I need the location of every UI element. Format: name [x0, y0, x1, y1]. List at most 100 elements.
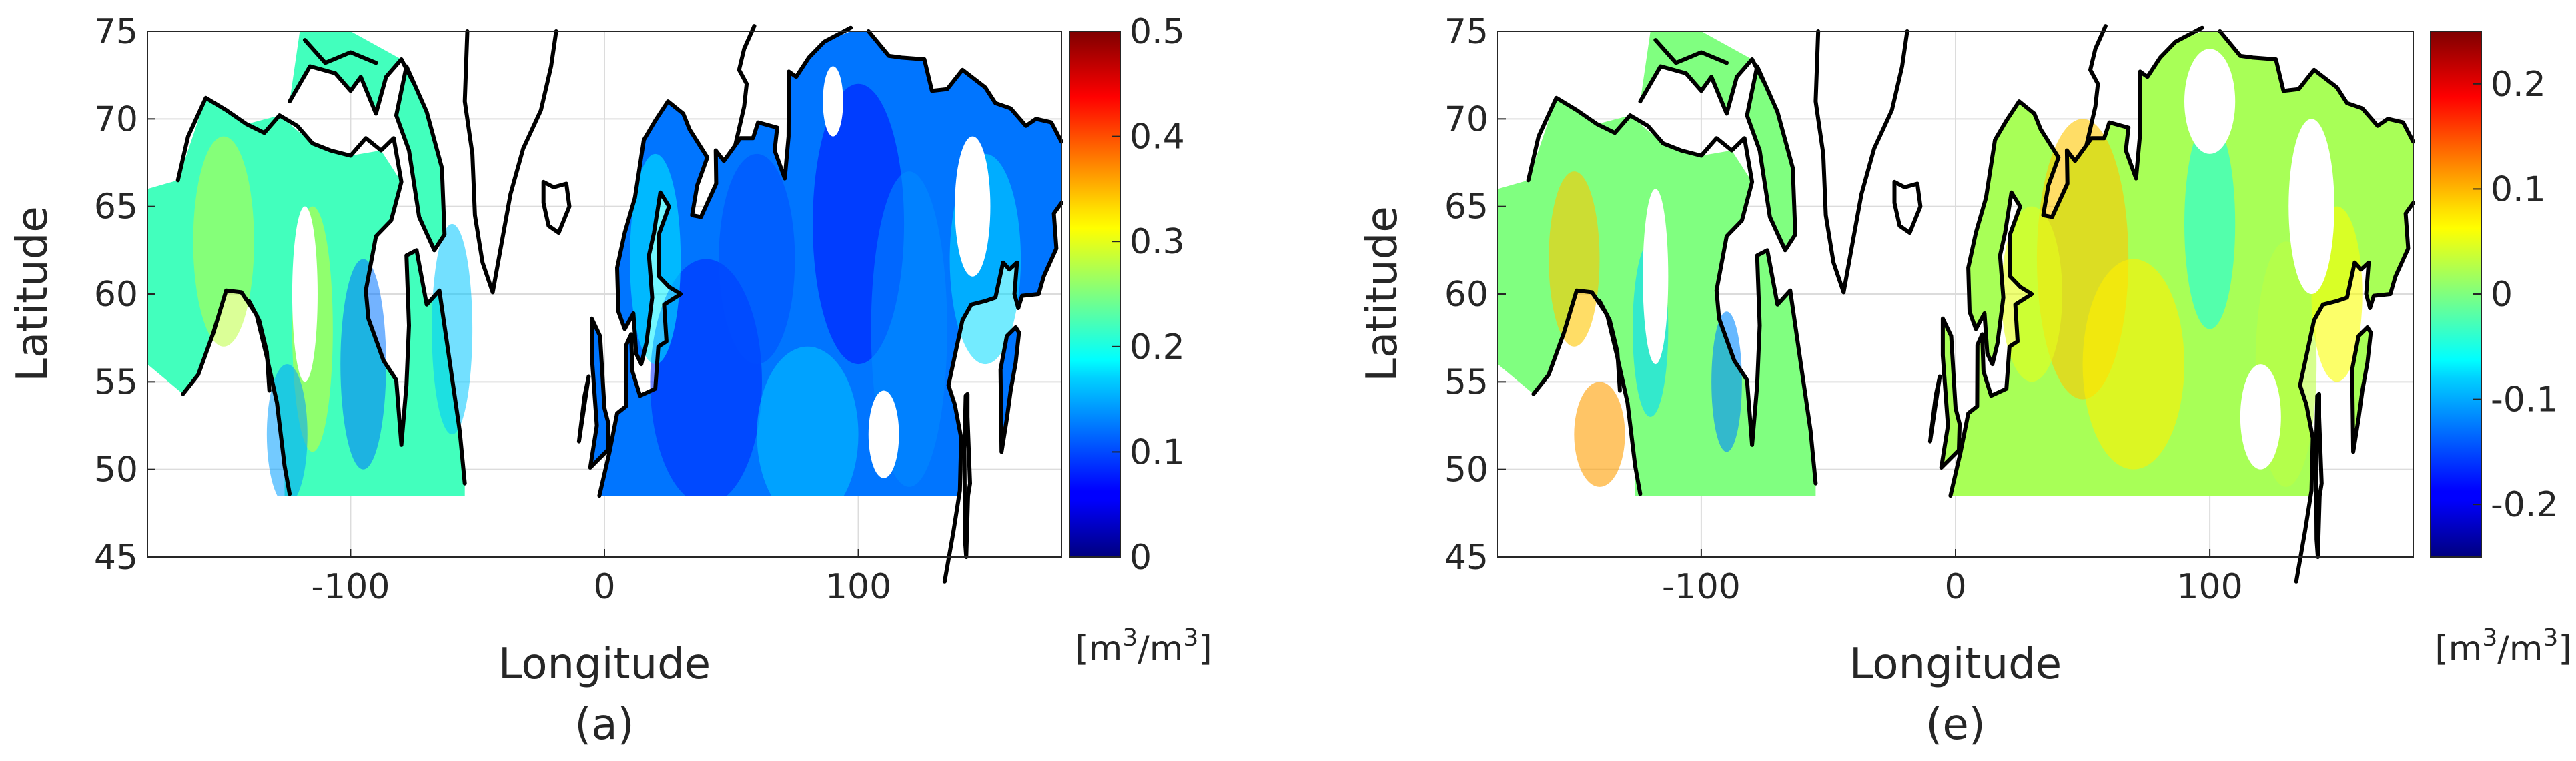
no-data-gap — [823, 66, 843, 137]
x-tick-label: 0 — [1944, 567, 1966, 607]
coastline — [1939, 316, 1962, 470]
y-tick-label: 55 — [94, 362, 138, 402]
y-tick-label: 70 — [1444, 99, 1488, 139]
y-tick-label: 55 — [1444, 362, 1488, 402]
coastline — [1597, 299, 1622, 393]
x-tick-labels: -100 0 100 — [311, 549, 891, 607]
heatmap-blob — [757, 346, 859, 496]
y-tick-label: 75 — [1444, 12, 1488, 52]
colorbar: -0.2 -0.1 0 0.1 0.2 [m3/m3] — [2430, 31, 2572, 669]
y-tick-label: 70 — [94, 99, 138, 139]
coastline — [597, 25, 853, 498]
coastline — [942, 201, 1063, 584]
colorbar-tick-label: 0.3 — [1130, 222, 1185, 262]
coastline — [1927, 374, 1942, 444]
colorbar-unit: [m3/m3] — [1075, 624, 1212, 669]
no-data-gap — [955, 136, 991, 277]
x-axis-label: Longitude — [1849, 640, 2062, 689]
coastline — [1745, 64, 1797, 253]
y-tick-label: 75 — [94, 12, 138, 52]
panel-label: (e) — [1925, 700, 1985, 750]
coastline — [175, 95, 467, 486]
coastline — [288, 57, 416, 116]
coastline — [394, 64, 447, 253]
colorbar-gradient — [1069, 31, 1121, 558]
colorbar-tick-label: -0.2 — [2491, 485, 2558, 525]
coastline — [247, 299, 272, 393]
region-north-america — [1747, 66, 1795, 251]
y-tick-label: 50 — [94, 450, 138, 490]
coastline — [1948, 25, 2204, 498]
coastline — [588, 316, 611, 470]
coastline — [962, 392, 972, 559]
colorbar-tick-label: 0.1 — [1130, 432, 1185, 472]
coastlines — [1526, 24, 2415, 584]
region-eurasia — [1941, 318, 1960, 468]
y-tick-labels: 45 50 55 60 65 70 75 — [94, 12, 155, 578]
y-tick-label: 45 — [1444, 538, 1488, 578]
coastline — [2294, 201, 2415, 584]
no-data-gap — [292, 206, 318, 382]
coastline — [462, 29, 558, 295]
panel-label: (a) — [574, 700, 634, 750]
coastline — [576, 374, 591, 444]
coastline — [998, 325, 1021, 454]
region-eurasia — [590, 318, 609, 468]
heatmap-blob — [1549, 171, 1600, 347]
region-north-america — [396, 66, 445, 251]
colorbar-unit: [m3/m3] — [2435, 624, 2571, 669]
heatmap-cells — [1498, 31, 2413, 496]
coastline — [2218, 29, 2415, 144]
no-data-gap — [2240, 364, 2281, 470]
y-tick-label: 60 — [94, 275, 138, 315]
colorbar: 0 0.1 0.2 0.3 0.4 0.5 [m3/m3] — [1069, 12, 1212, 669]
coastline — [733, 24, 757, 147]
y-axis-label: Latitude — [1358, 206, 1407, 382]
colorbar-tick-label: 0.2 — [2491, 65, 2546, 105]
coastline — [1892, 179, 1923, 235]
no-data-gap — [1643, 189, 1669, 365]
coastlines — [175, 24, 1063, 584]
y-axis-label: Latitude — [8, 206, 57, 382]
no-data-gap — [2288, 119, 2334, 295]
colorbar-tick-label: 0.1 — [2491, 169, 2546, 209]
coastline — [2350, 325, 2373, 454]
colorbar-tick-labels: -0.2 -0.1 0 0.1 0.2 — [2473, 65, 2558, 525]
x-tick-labels: -100 0 100 — [1662, 549, 2243, 607]
heatmap-blob — [1574, 382, 1625, 487]
colorbar-gradient — [2430, 31, 2482, 558]
colorbar-tick-label: 0.4 — [1130, 117, 1185, 157]
heatmap-blob — [193, 136, 254, 347]
y-tick-label: 60 — [1444, 275, 1488, 315]
heatmap-blob — [432, 223, 473, 435]
coastline — [866, 29, 1063, 144]
coastline — [302, 38, 378, 65]
heatmap-blob — [719, 153, 795, 365]
data-layer — [1498, 31, 2413, 496]
panel-e: -100 0 100 45 50 55 60 65 70 75 Longitude Latitu… — [1358, 12, 2572, 750]
x-tick-label: 100 — [2176, 567, 2242, 607]
y-tick-label: 45 — [94, 538, 138, 578]
coastline — [2084, 24, 2108, 147]
coastline — [1638, 57, 1767, 116]
x-tick-label: -100 — [311, 567, 390, 607]
no-data-gap — [868, 390, 899, 478]
y-tick-label: 65 — [94, 187, 138, 227]
no-data-gap — [2184, 49, 2236, 154]
heatmap-blob — [2184, 119, 2236, 329]
heatmap-blob — [340, 259, 386, 470]
colorbar-tick-label: 0 — [1130, 538, 1152, 578]
x-tick-label: 100 — [825, 567, 891, 607]
y-tick-labels: 45 50 55 60 65 70 75 — [1444, 12, 1506, 578]
x-axis-label: Longitude — [498, 640, 711, 689]
colorbar-tick-label: 0.2 — [1130, 327, 1185, 367]
coastline — [1653, 38, 1729, 65]
coastline — [1813, 29, 1909, 295]
panel-a: -100 0 100 45 50 55 60 65 70 75 Longitude Latitu… — [8, 12, 1212, 750]
y-tick-label: 50 — [1444, 450, 1488, 490]
colorbar-tick-label: 0 — [2491, 275, 2513, 315]
coastline — [2314, 392, 2324, 559]
x-tick-label: -100 — [1662, 567, 1741, 607]
colorbar-tick-label: 0.5 — [1130, 12, 1185, 52]
